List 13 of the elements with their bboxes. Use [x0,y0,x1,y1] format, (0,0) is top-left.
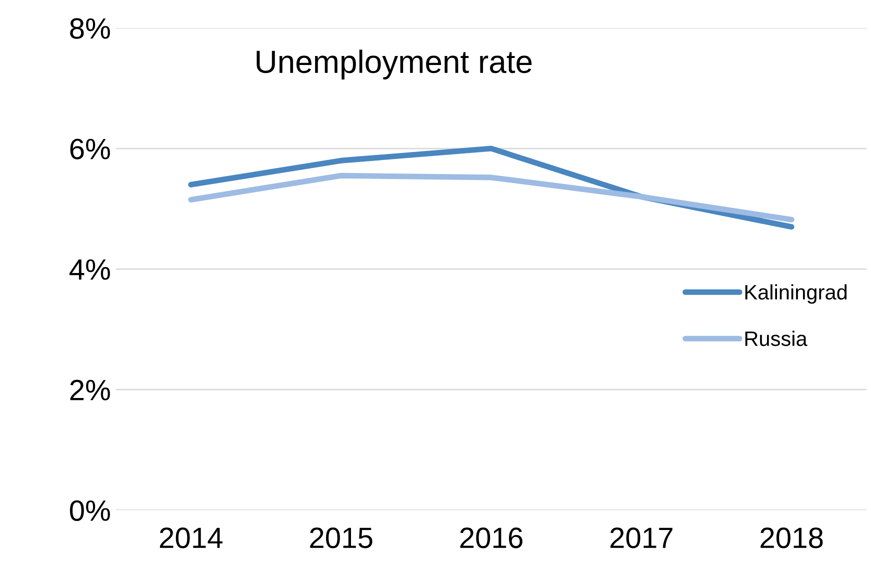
x-tick-label: 2017 [610,528,672,548]
x-tick-label: 2018 [760,528,823,548]
y-tick-label: 4% [69,259,110,280]
x-tick-label: 2015 [310,528,372,548]
text: Unemployment rate [256,50,532,80]
legend-label: Kaliningrad [745,284,847,304]
y-tick-label: 2% [70,380,110,400]
y-tick-label: 8% [70,18,110,39]
x-tick-label: 2016 [460,528,522,548]
y-tick-label: 0% [70,500,110,521]
x-tick-label: 2014 [160,528,223,548]
legend-label: Russia [745,330,808,346]
y-tick-label: 6% [70,138,110,160]
